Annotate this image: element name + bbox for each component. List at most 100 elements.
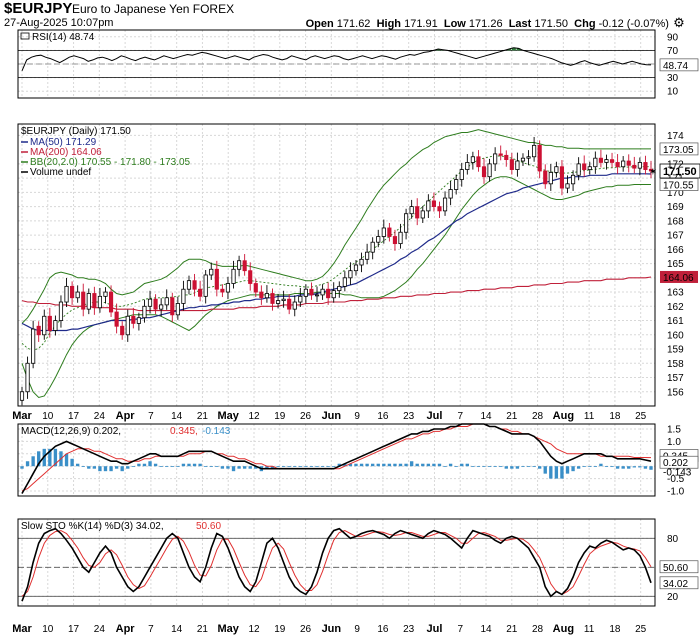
price-x-label: 21 (506, 411, 518, 422)
candle-body (303, 288, 308, 297)
candle-body (220, 288, 225, 293)
candle-body (381, 227, 386, 237)
candle-body (147, 298, 153, 307)
macd-histogram-bar (98, 466, 102, 472)
candle-body (248, 270, 253, 284)
macd-histogram-bar (170, 466, 174, 468)
macd-histogram-bar (204, 466, 208, 468)
open-label: Open (305, 18, 334, 30)
candle-body (70, 285, 75, 299)
macd-histogram-bar (209, 466, 213, 468)
y-tick-label: 174 (667, 131, 684, 142)
macd-histogram-bar (576, 466, 581, 469)
macd-histogram-bar (109, 466, 113, 472)
candle-body (415, 206, 420, 219)
price-panel-frame (17, 123, 656, 407)
macd-histogram-bar (270, 466, 275, 469)
candle-body (543, 170, 548, 185)
open-value: 171.62 (336, 18, 371, 30)
price-x-label: Jul (427, 410, 443, 422)
price-series-legend: BB(20,2.0) 170.55 - 171.80 - 173.05 (30, 157, 191, 168)
macd-histogram-bar (526, 466, 531, 468)
candle-body (442, 197, 448, 212)
macd-value-tag: 0.202 (663, 458, 688, 469)
sto-x-label: 7 (457, 624, 463, 635)
macd-value-tag-box (659, 455, 699, 469)
macd-histogram-bar (287, 466, 291, 468)
macd-histogram-bar (92, 466, 97, 469)
sto-x-label: 26 (300, 624, 312, 635)
macd-histogram-bar (242, 466, 247, 469)
macd-legend: MACD(12,26,9) 0.202, (21, 426, 121, 437)
macd-histogram-bar (142, 463, 147, 467)
candle-body (559, 166, 565, 189)
high-label: High (376, 18, 402, 30)
candle-body (86, 293, 91, 310)
macd-histogram-bar (549, 466, 553, 479)
candle-body (242, 260, 247, 272)
settings-gear-icon[interactable]: ⚙ (673, 15, 685, 30)
macd-histogram-bar (220, 466, 225, 469)
macd-histogram-bar (114, 466, 119, 469)
macd-histogram-bar (192, 463, 197, 467)
rsi-line (21, 47, 652, 71)
macd-histogram-bar (25, 461, 30, 467)
candle-body (192, 280, 197, 290)
sto-x-label: 28 (532, 624, 544, 635)
macd-histogram-bar (409, 461, 414, 467)
y-tick-label: -0.5 (667, 474, 685, 485)
macd-histogram-bar (81, 466, 85, 468)
y-tick-label: 1.5 (667, 424, 681, 435)
sto-x-label: 25 (635, 624, 647, 635)
price-x-label: 11 (584, 411, 595, 422)
macd-histogram-bar (165, 466, 169, 468)
candle-body (314, 294, 320, 297)
candle-body (253, 283, 258, 293)
macd-panel-frame (17, 423, 656, 497)
candle-body (648, 168, 654, 172)
macd-line (21, 423, 652, 494)
macd-histogram-bar (315, 466, 319, 468)
sto-x-label: 14 (480, 624, 492, 635)
sto-x-label: Jun (322, 623, 342, 635)
macd-histogram-bar (181, 463, 186, 467)
price-x-label: 25 (635, 411, 647, 422)
price-x-label: 17 (68, 411, 80, 422)
candle-body (36, 325, 41, 336)
candle-body (225, 283, 231, 293)
candle-body (348, 270, 353, 279)
y-tick-label: 160 (667, 330, 684, 341)
macd-histogram-bar (309, 466, 314, 468)
macd-histogram-bar (354, 463, 358, 467)
macd-histogram-bar (621, 466, 625, 469)
candle-body (237, 260, 242, 270)
y-tick-label: 170 (667, 188, 684, 199)
y-tick-label: 161 (667, 316, 684, 327)
sto-d-line (21, 530, 652, 597)
low-value: 171.26 (468, 18, 503, 30)
candle-body (125, 315, 130, 336)
candle-body (326, 288, 331, 299)
candle-body (142, 305, 147, 319)
candle-body (565, 183, 570, 189)
candle-body (498, 153, 503, 156)
candle-body (270, 293, 275, 304)
sto-x-label: 10 (42, 624, 54, 635)
ma200-tag: 164.06 (663, 273, 694, 284)
y-tick-label: -1.0 (667, 487, 685, 498)
macd-histogram-bar (187, 463, 191, 467)
y-tick-label: 169 (667, 202, 684, 213)
price-series-legend: Volume undef (30, 167, 91, 178)
ma200-tag-box (660, 270, 698, 283)
bb-lower-line (21, 176, 651, 399)
candle-body (64, 285, 69, 303)
sto-x-label: 17 (68, 624, 80, 635)
macd-histogram-bar (443, 466, 447, 468)
price-series-legend: MA(200) 164.06 (30, 147, 102, 158)
macd-histogram-bar (415, 463, 419, 467)
macd-histogram-bar (70, 458, 74, 467)
sto-x-label: 16 (377, 624, 389, 635)
sto-x-label: 9 (354, 624, 360, 635)
macd-histogram-bar (437, 463, 442, 467)
